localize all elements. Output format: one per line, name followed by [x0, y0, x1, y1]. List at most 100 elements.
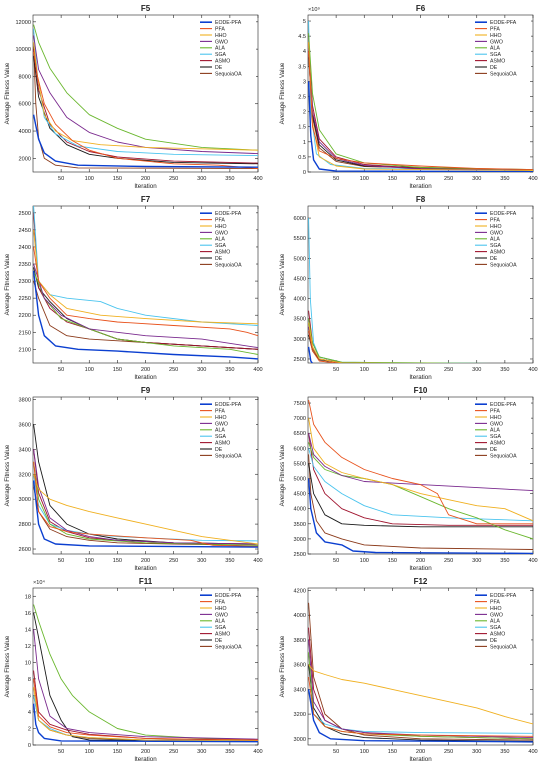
legend-label: PFA [490, 218, 500, 224]
y-tick-label: 2600 [19, 547, 31, 553]
x-tick-label: 150 [113, 367, 122, 373]
legend-label: GWO [490, 421, 503, 427]
series-line-sequoiaoa [308, 326, 396, 363]
y-tick-label: 8000 [19, 74, 31, 80]
legend-label: HHO [490, 606, 502, 612]
x-tick-label: 300 [472, 367, 481, 373]
series-line-gwo [308, 433, 533, 492]
legend-label: GWO [215, 39, 228, 45]
legend-label: SGA [490, 52, 501, 58]
x-tick-label: 50 [58, 176, 64, 182]
chart-title: F9 [141, 386, 151, 395]
series-line-sga [33, 695, 258, 742]
legend-label: ALA [490, 237, 500, 243]
y-tick-label: 4000 [19, 129, 31, 135]
y-tick-label: 3400 [294, 687, 306, 693]
chart-title: F10 [414, 386, 428, 395]
legend-label: HHO [490, 33, 502, 39]
series-line-eode-pfa [308, 81, 533, 172]
y-tick-label: 3400 [19, 447, 31, 453]
legend-label: PFA [490, 409, 500, 415]
y-tick-label: 4500 [294, 276, 306, 282]
legend-label: PFA [215, 600, 225, 606]
series-line-hho [308, 664, 533, 725]
legend-label: ASMO [215, 632, 230, 638]
y-tick-label: 3200 [19, 472, 31, 478]
x-tick-label: 150 [388, 367, 397, 373]
legend-label: SequoiaOA [215, 453, 242, 459]
y-tick-label: 2 [28, 726, 31, 732]
legend-label: DE [215, 256, 223, 262]
legend-label: ASMO [215, 59, 230, 65]
x-tick-label: 300 [197, 176, 206, 182]
x-tick-label: 350 [225, 558, 234, 564]
legend-label: HHO [215, 415, 227, 421]
y-tick-label: 4.5 [298, 34, 306, 40]
series-line-ala [33, 461, 258, 546]
legend-label: ALA [215, 46, 225, 52]
series-line-eode-pfa [308, 689, 533, 743]
y-tick-label: 0 [28, 743, 31, 749]
legend-label: SGA [215, 52, 226, 58]
series-line-sequoiaoa [33, 695, 258, 742]
y-axis-label: Average Fitness Value [279, 62, 286, 124]
x-tick-label: 50 [58, 749, 64, 755]
y-tick-label: 3000 [294, 537, 306, 543]
series-line-ala [33, 604, 258, 741]
legend-label: ASMO [490, 59, 505, 65]
y-tick-label: 5000 [294, 256, 306, 262]
x-tick-label: 250 [444, 367, 453, 373]
x-tick-label: 400 [528, 176, 537, 182]
x-tick-label: 350 [500, 176, 509, 182]
legend-label: EODE-PFA [490, 402, 517, 408]
legend-label: DE [490, 447, 498, 453]
x-tick-label: 300 [197, 367, 206, 373]
legend-label: PFA [490, 27, 500, 33]
y-axis-label: Average Fitness Value [4, 444, 11, 506]
legend-label: SGA [490, 625, 501, 631]
y-tick-label: 2 [303, 110, 306, 116]
y-tick-label: 10 [25, 660, 31, 666]
x-axis-label: Iteration [134, 374, 157, 381]
y-tick-label: 5000 [294, 477, 306, 483]
x-tick-label: 50 [58, 367, 64, 373]
y-tick-label: 2500 [294, 552, 306, 558]
legend-label: ALA [490, 428, 500, 434]
legend-label: SequoiaOA [215, 644, 242, 650]
y-tick-label: 4200 [294, 588, 306, 594]
chart-title: F11 [139, 577, 153, 586]
legend-label: GWO [490, 230, 503, 236]
y-tick-label: 3800 [294, 638, 306, 644]
series-line-pfa [308, 330, 340, 363]
series-line-sequoiaoa [308, 454, 533, 550]
legend-label: ASMO [215, 250, 230, 256]
x-tick-label: 100 [360, 176, 369, 182]
legend-label: GWO [215, 421, 228, 427]
y-tick-label: 2400 [19, 245, 31, 251]
y-tick-label: 3000 [19, 497, 31, 503]
y-tick-label: 5 [303, 19, 306, 25]
legend-label: EODE-PFA [215, 593, 242, 599]
legend-label: ALA [215, 428, 225, 434]
legend-label: DE [490, 65, 498, 71]
series-line-sequoiaoa [33, 46, 258, 170]
y-tick-label: 3600 [19, 422, 31, 428]
legend-label: HHO [215, 606, 227, 612]
y-tick-label: 4000 [294, 613, 306, 619]
y-tick-label: 5500 [294, 236, 306, 242]
legend-label: SequoiaOA [490, 262, 517, 268]
y-multiplier-label: ×10⁹ [308, 6, 320, 13]
x-tick-label: 100 [85, 749, 94, 755]
legend-label: GWO [490, 612, 503, 618]
y-axis-label: Average Fitness Value [4, 62, 11, 124]
legend-label: EODE-PFA [490, 211, 517, 217]
y-tick-label: 1.5 [298, 125, 306, 131]
legend-label: HHO [490, 224, 502, 230]
x-tick-label: 100 [85, 558, 94, 564]
chart-title: F5 [141, 4, 151, 13]
x-tick-label: 50 [333, 367, 339, 373]
y-axis-label: Average Fitness Value [279, 635, 286, 697]
